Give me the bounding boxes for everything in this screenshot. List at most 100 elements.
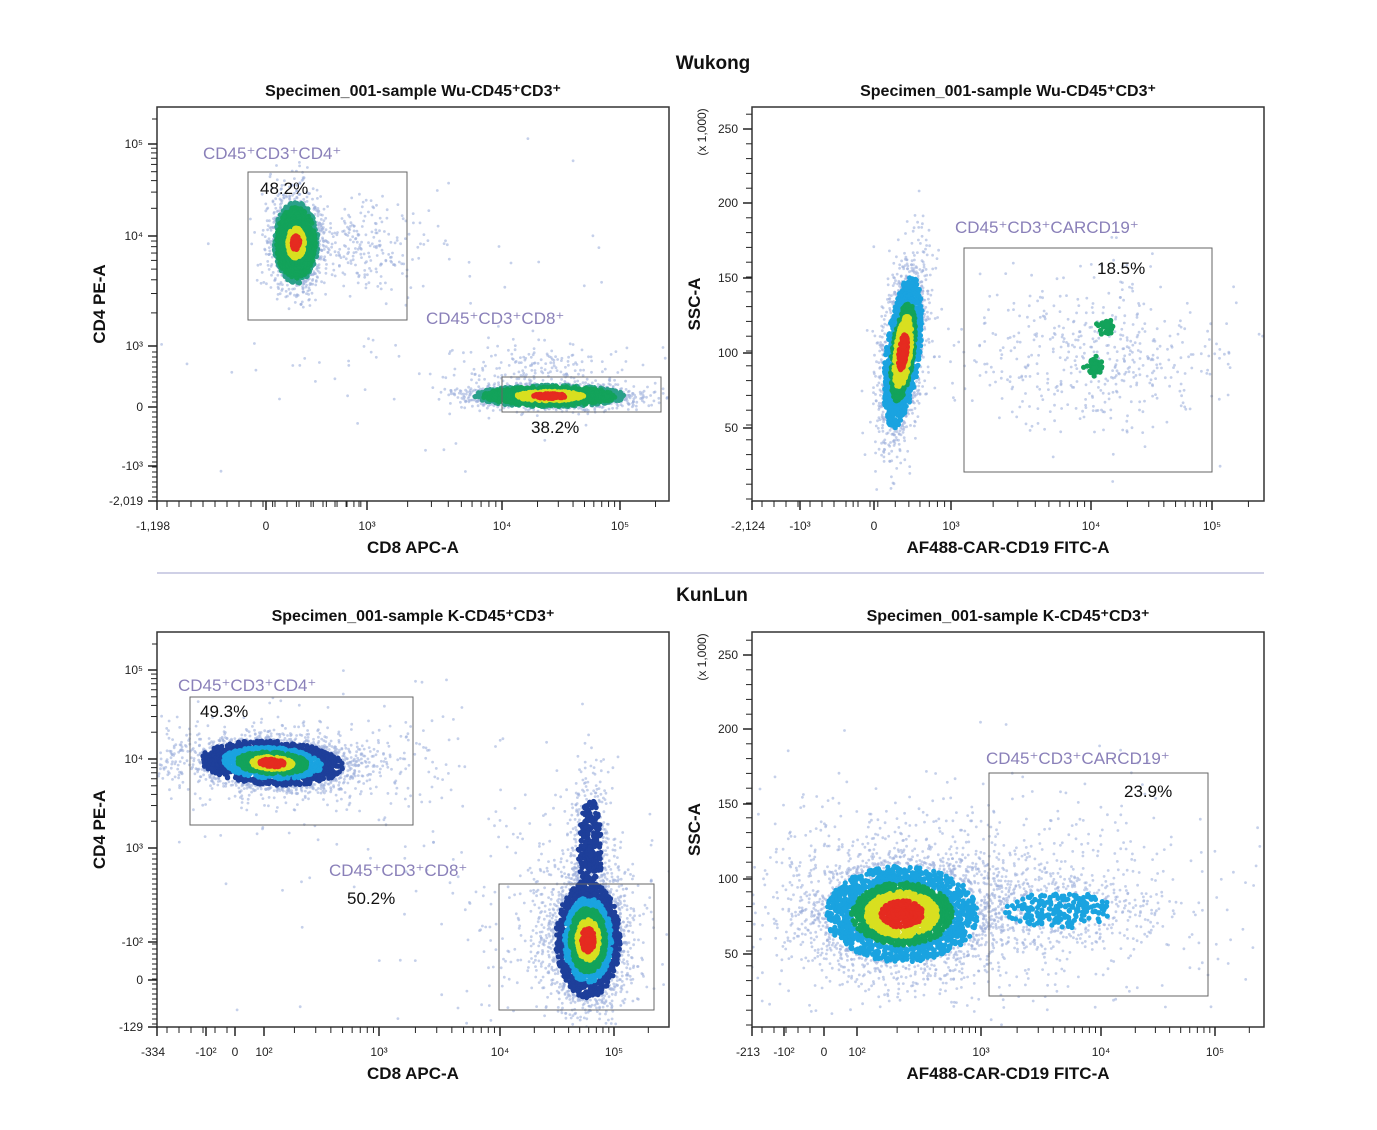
density-dot: [580, 348, 584, 352]
density-dot: [1082, 342, 1086, 346]
density-dot: [567, 355, 570, 359]
density-dot: [1138, 400, 1142, 404]
density-dot: [1234, 301, 1238, 305]
density-dot: [321, 222, 325, 226]
density-dot: [1135, 335, 1139, 339]
density-dot: [895, 455, 899, 459]
x-axis-ticks: [156, 501, 657, 510]
density-dot: [311, 197, 314, 201]
density-dot: [331, 262, 335, 266]
density-dot: [453, 393, 457, 397]
density-dot: [498, 366, 501, 370]
density-dot: [929, 293, 933, 297]
density-dot: [634, 395, 638, 399]
density-dot: [230, 370, 234, 374]
density-dot: [439, 390, 443, 394]
density-dot: [1225, 322, 1228, 325]
density-dot: [575, 363, 579, 366]
density-dot: [882, 460, 886, 463]
density-dot: [1008, 380, 1012, 383]
density-dot: [923, 379, 927, 383]
density-dot: [587, 355, 590, 359]
density-dot: [1226, 393, 1230, 397]
density-dot: [896, 238, 900, 242]
density-dot: [1206, 368, 1209, 372]
density-dot: [899, 275, 903, 278]
density-dot: [573, 369, 577, 372]
density-dot: [1188, 407, 1192, 411]
density-dot: [293, 287, 296, 291]
density-dot: [381, 194, 384, 198]
density-dot: [266, 224, 270, 228]
density-dot: [878, 366, 882, 369]
density-dot: [487, 416, 491, 420]
density-dot: [383, 230, 386, 233]
density-dot: [346, 394, 349, 398]
gate-label: CD45⁺CD3⁺CD8⁺: [426, 309, 564, 328]
density-dot: [428, 372, 432, 376]
density-dot: [295, 196, 299, 200]
density-dot: [468, 274, 472, 278]
density-dot: [1115, 389, 1118, 393]
density-dot: [470, 378, 473, 382]
density-dot: [1218, 356, 1221, 360]
density-dot: [913, 393, 916, 397]
density-dot: [513, 348, 517, 352]
density-dot: [1036, 407, 1040, 410]
density-dot: [1151, 383, 1154, 386]
gate-rectangle[interactable]: [501, 376, 662, 413]
density-dot: [1131, 343, 1135, 347]
density-dot: [1092, 404, 1095, 408]
density-dot: [275, 178, 279, 182]
density-dot: [1030, 353, 1033, 357]
density-dot: [590, 381, 594, 385]
density-dot: [609, 353, 613, 356]
density-dot: [1208, 372, 1212, 376]
y-tick-label: -2,019: [109, 494, 143, 508]
density-dot: [324, 271, 328, 275]
density-dot: [311, 203, 315, 207]
density-dot: [883, 438, 887, 442]
density-dot: [878, 418, 882, 422]
density-dot: [1148, 381, 1152, 385]
density-dot: [302, 197, 306, 201]
density-dot: [351, 258, 355, 262]
density-dot: [1097, 336, 1101, 340]
density-dot: [386, 509, 389, 512]
density-dot: [355, 271, 359, 275]
density-dot: [412, 221, 415, 225]
density-dot: [798, 404, 801, 407]
density-dot: [1124, 370, 1128, 374]
density-dot: [393, 241, 397, 245]
density-dot: [920, 234, 924, 238]
density-dot: [484, 364, 487, 368]
density-dot: [919, 242, 922, 245]
density-dot: [1083, 323, 1087, 327]
density-dot: [279, 188, 283, 191]
density-dot: [332, 268, 336, 272]
density-dot: [1187, 355, 1190, 359]
density-dot: [1131, 289, 1135, 293]
density-dot: [493, 374, 497, 378]
density-dot: [363, 214, 367, 218]
density-dot: [927, 297, 930, 301]
density-dot: [898, 448, 902, 451]
density-dot: [337, 251, 340, 254]
density-dot: [994, 333, 998, 336]
density-dot: [1154, 377, 1157, 380]
density-dot: [523, 377, 526, 381]
density-dot: [1018, 340, 1022, 344]
density-dot: [270, 186, 274, 190]
density-dot: [1170, 344, 1173, 348]
density-dot: [918, 268, 922, 271]
density-dot: [926, 365, 930, 369]
density-dot: [661, 346, 665, 349]
gate-rectangle[interactable]: [247, 171, 408, 321]
density-dot: [1135, 313, 1139, 317]
density-dot: [329, 222, 332, 225]
density-dot: [521, 369, 525, 372]
density-dot: [378, 239, 381, 243]
density-dot: [872, 372, 876, 375]
density-dot: [482, 360, 485, 364]
density-dot: [300, 300, 304, 304]
